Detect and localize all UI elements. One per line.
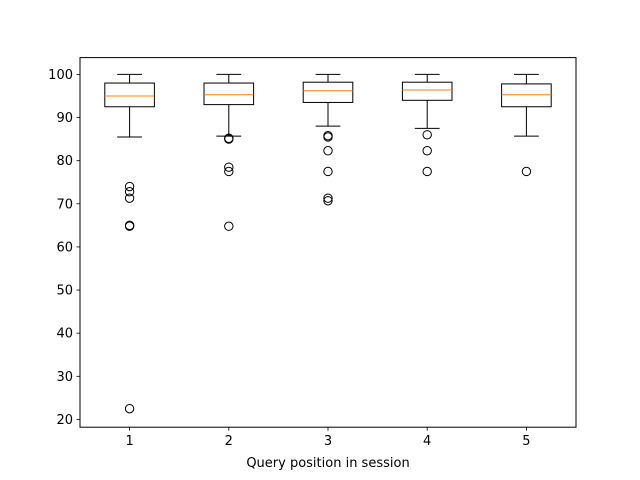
outlier-point-3-2 — [323, 146, 333, 156]
box-group-1 — [104, 73, 155, 414]
outlier-point-1-2 — [124, 193, 135, 203]
outlier-point-1-5 — [124, 403, 135, 414]
outlier-point-4-1 — [422, 146, 432, 156]
y-tick-label-90: 90 — [56, 111, 73, 126]
y-tick-label-100: 100 — [48, 68, 73, 83]
box-group-2 — [203, 73, 255, 231]
outlier-point-4-0 — [422, 130, 432, 140]
outlier-point-3-1 — [323, 132, 333, 142]
box-group-3 — [302, 73, 354, 206]
box-group-4 — [401, 73, 453, 177]
x-tick-label-3: 3 — [324, 434, 332, 449]
x-tick-label-1: 1 — [125, 434, 133, 449]
box-group-5 — [501, 73, 552, 177]
x-tick-label-4: 4 — [423, 434, 431, 449]
outlier-point-3-3 — [323, 166, 333, 177]
outlier-point-2-3 — [224, 166, 234, 177]
y-tick-label-80: 80 — [56, 154, 73, 169]
outlier-point-2-4 — [224, 221, 234, 231]
y-tick-label-40: 40 — [56, 327, 73, 342]
outlier-point-2-1 — [224, 134, 234, 144]
y-tick-label-30: 30 — [56, 370, 73, 385]
box-4 — [401, 81, 453, 101]
x-tick-label-5: 5 — [522, 434, 530, 449]
outlier-point-3-5 — [323, 196, 333, 206]
plot-area — [104, 73, 552, 414]
outlier-point-3-4 — [323, 193, 333, 203]
y-tick-label-20: 20 — [56, 413, 73, 428]
x-axis-ticks: 1 2 3 4 5 — [125, 427, 531, 449]
outlier-point-1-4 — [124, 221, 135, 231]
y-tick-label-70: 70 — [56, 197, 73, 212]
outlier-point-5-0 — [521, 166, 532, 177]
box-5 — [501, 83, 552, 108]
x-axis-label: Query position in session — [246, 456, 409, 471]
y-tick-label-50: 50 — [56, 284, 73, 299]
outlier-point-1-0 — [124, 181, 135, 192]
box-1 — [104, 82, 155, 108]
outlier-point-4-2 — [422, 166, 432, 177]
box-2 — [203, 82, 255, 106]
outlier-point-2-2 — [224, 162, 234, 172]
x-tick-label-2: 2 — [225, 434, 233, 449]
y-axis-ticks: 20 30 40 50 60 70 80 90 100 — [48, 68, 80, 428]
y-tick-label-60: 60 — [56, 240, 73, 255]
outlier-point-1-1 — [124, 187, 135, 197]
box-3 — [302, 81, 354, 103]
